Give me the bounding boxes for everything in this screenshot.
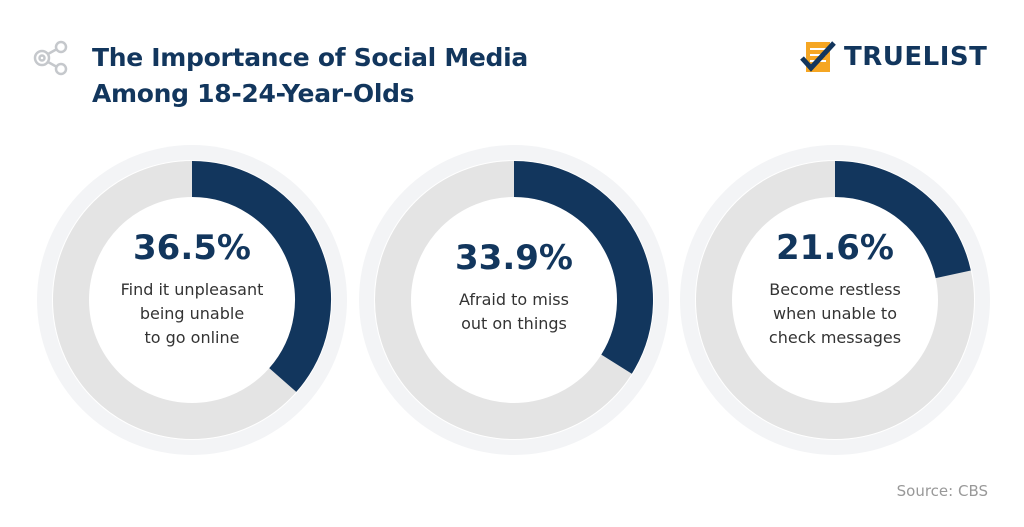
donut-description: to go online — [144, 328, 240, 347]
donut-segment — [513, 161, 653, 374]
donut-description: Find it unpleasant — [120, 280, 264, 299]
donut-value-label: 36.5% — [133, 228, 251, 268]
donut-segment — [834, 161, 971, 279]
donut-value-label: 33.9% — [455, 238, 573, 278]
donut-gap — [52, 160, 332, 440]
donut-description: out on things — [461, 314, 567, 333]
source-note: Source: CBS — [896, 482, 988, 500]
checklist-icon — [800, 41, 836, 72]
donut-description: when unable to — [773, 304, 897, 323]
donut-segment — [191, 161, 331, 392]
logo-text: TRUELIST — [844, 42, 988, 72]
share-nodes-icon — [33, 40, 68, 76]
page-title: The Importance of Social Media Among 18-… — [92, 40, 528, 112]
donut-description: Become restless — [769, 280, 901, 299]
donut-description: Afraid to miss — [459, 290, 569, 309]
donut-gap — [695, 160, 975, 440]
donut-description: check messages — [768, 328, 902, 347]
donut-description: being unable — [139, 304, 245, 323]
donut-gap — [374, 160, 654, 440]
title-line-1: The Importance of Social Media — [92, 43, 528, 72]
truelist-logo: TRUELIST — [800, 40, 987, 74]
title-line-2: Among 18-24-Year-Olds — [92, 79, 415, 108]
donut-value-label: 21.6% — [776, 228, 894, 268]
